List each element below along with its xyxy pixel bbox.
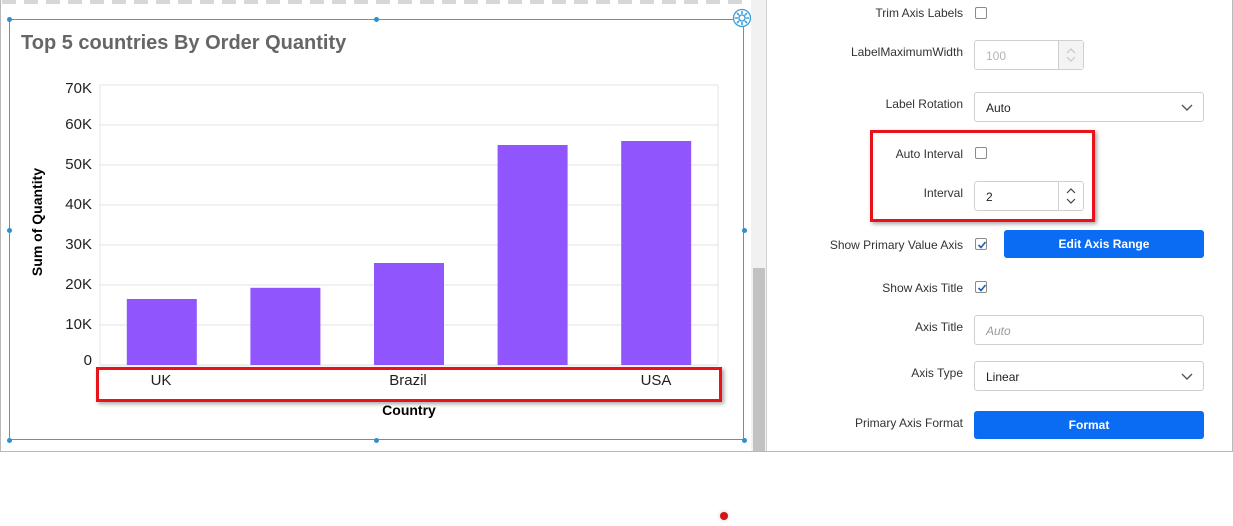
gear-icon[interactable]	[732, 8, 752, 28]
label-max-width-label: LabelMaximumWidth	[850, 45, 963, 59]
label-rotation-dropdown[interactable]: Auto	[974, 92, 1204, 122]
label-max-width-value: 100	[986, 49, 1007, 63]
y-tick-label: 70K	[65, 80, 92, 97]
resize-handle[interactable]	[7, 438, 12, 443]
highlight-box	[870, 130, 1095, 222]
y-tick-label: 60K	[65, 116, 92, 133]
x-tick-label: UK	[150, 372, 172, 389]
interval-value: 2	[986, 190, 993, 204]
axis-type-label: Axis Type	[911, 366, 963, 380]
axis-title-input[interactable]: Auto	[974, 315, 1204, 345]
chevron-down-icon	[1181, 373, 1193, 380]
panel-divider	[766, 0, 767, 451]
y-axis-title: Sum of Quantity	[29, 167, 45, 277]
edit-axis-range-button[interactable]: Edit Axis Range	[1004, 230, 1204, 258]
label-rotation-label: Label Rotation	[885, 97, 963, 111]
bar[interactable]	[621, 141, 692, 365]
y-tick-label: 10K	[65, 316, 92, 333]
x-axis-title: Country	[382, 402, 436, 418]
designer-top-strip	[2, 0, 750, 4]
resize-handle[interactable]	[374, 438, 379, 443]
resize-handle[interactable]	[7, 17, 12, 22]
x-tick-label: USA	[640, 372, 672, 389]
axis-title-label: Axis Title	[914, 320, 963, 334]
bar-chart	[99, 84, 719, 366]
spin-arrows-icon[interactable]	[1058, 41, 1083, 69]
bar[interactable]	[250, 287, 321, 365]
y-tick-label: 40K	[65, 196, 92, 213]
resize-handle[interactable]	[742, 228, 747, 233]
axis-type-value: Linear	[986, 370, 1020, 384]
auto-interval-checkbox[interactable]	[975, 147, 987, 159]
highlight-box	[96, 367, 722, 402]
check-icon	[977, 241, 987, 249]
y-tick-label: 50K	[65, 156, 92, 173]
show-axis-title-label: Show Axis Title	[882, 281, 963, 295]
axis-type-dropdown[interactable]: Linear	[974, 361, 1204, 391]
resize-handle[interactable]	[7, 228, 12, 233]
chevron-down-icon	[1181, 104, 1193, 111]
interval-label: Interval	[923, 186, 963, 200]
x-tick-label: Brazil	[389, 372, 427, 389]
show-primary-value-axis-checkbox[interactable]	[975, 238, 987, 250]
bar[interactable]	[497, 145, 568, 365]
spin-arrows-icon[interactable]	[1058, 182, 1083, 210]
primary-axis-format-label: Primary Axis Format	[854, 416, 963, 430]
bar[interactable]	[374, 263, 444, 365]
show-primary-value-axis-label: Show Primary Value Axis	[829, 238, 963, 252]
show-axis-title-checkbox[interactable]	[975, 281, 987, 293]
resize-handle[interactable]	[742, 438, 747, 443]
trim-axis-labels-checkbox[interactable]	[975, 7, 987, 19]
axis-title-placeholder: Auto	[986, 324, 1011, 338]
y-tick-label: 30K	[65, 236, 92, 253]
interval-input[interactable]: 2	[974, 181, 1084, 211]
cursor-indicator	[720, 512, 728, 520]
chart-title: Top 5 countries By Order Quantity	[21, 32, 347, 54]
resize-handle[interactable]	[374, 17, 379, 22]
bar[interactable]	[126, 299, 197, 365]
trim-axis-labels-label: Trim Axis Labels	[875, 6, 963, 20]
label-rotation-value: Auto	[986, 101, 1011, 115]
scrollbar-thumb[interactable]	[753, 268, 765, 451]
label-max-width-input[interactable]: 100	[974, 40, 1084, 70]
check-icon	[977, 284, 987, 292]
y-tick-label: 20K	[65, 276, 92, 293]
format-button[interactable]: Format	[974, 411, 1204, 439]
y-tick-label: 0	[83, 352, 92, 369]
auto-interval-label: Auto Interval	[895, 147, 963, 161]
